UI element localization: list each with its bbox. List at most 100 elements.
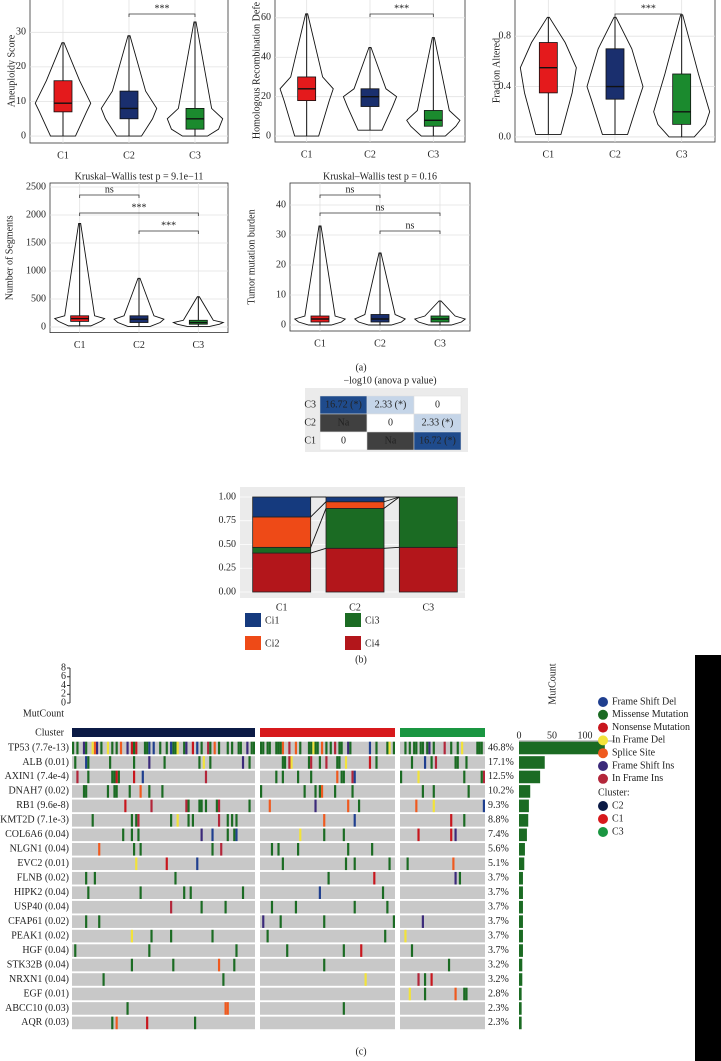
bar-segment [252, 546, 312, 554]
mutation-cell [217, 741, 221, 755]
mutation-cell [458, 871, 462, 885]
mutation-cell [217, 814, 221, 827]
mutation-cell [353, 770, 356, 784]
mutation-cell [290, 756, 293, 769]
mutation-cell [185, 741, 188, 755]
y-tick-label: 0.25 [219, 563, 237, 574]
percent-label: 5.6% [488, 844, 509, 855]
mutation-cell [386, 741, 389, 755]
gene-row [72, 958, 255, 972]
gene-row [400, 785, 485, 798]
percent-label: 3.7% [488, 887, 509, 898]
mutation-cell [371, 842, 374, 856]
mutation-cell [314, 799, 317, 813]
row-label: C1 [304, 435, 316, 446]
mutation-cell [139, 785, 142, 798]
flow-line [383, 546, 400, 549]
gene-row [260, 857, 395, 871]
bracket [128, 13, 196, 17]
mutation-cell [122, 828, 125, 842]
gene-row [400, 799, 485, 813]
mutation-cell [314, 785, 317, 798]
percent-label: 2.3% [488, 1003, 509, 1014]
mutation-cell [347, 741, 350, 755]
mutation-cell [480, 770, 483, 784]
cell-label: 0 [435, 399, 440, 410]
row-label: C3 [304, 399, 316, 410]
y-tick-label: 10 [16, 96, 26, 107]
mutation-cell [334, 785, 337, 798]
mutation-cell [85, 915, 88, 928]
mutation-cell [456, 741, 459, 755]
y-axis-label: Number of Segments [4, 215, 15, 300]
y-tick-label: 2 [61, 689, 66, 700]
panel-label: (c) [355, 1046, 366, 1057]
mutation-cell [404, 741, 407, 755]
mutation-cell [353, 814, 356, 827]
mutation-cell [294, 741, 298, 755]
count-bar [519, 900, 523, 914]
mutation-cell [281, 857, 284, 871]
row-label: C2 [304, 417, 316, 428]
gene-row [400, 814, 485, 827]
gene-label: AQR (0.03) [21, 1017, 69, 1028]
y-tick-label: 10 [276, 289, 286, 300]
mutation-cell [463, 814, 466, 827]
bracket [614, 13, 683, 17]
y-tick-label: 0.50 [219, 539, 237, 550]
percent-label: 17.1% [488, 757, 514, 768]
mutation-cell [428, 741, 431, 755]
box [360, 88, 380, 107]
mutation-cell [146, 741, 149, 755]
mutation-cell [109, 756, 112, 769]
gene-label: DNAH7 (0.02) [8, 786, 69, 797]
violin [100, 35, 158, 137]
mutation-cell [72, 741, 75, 755]
mutation-cell [174, 871, 177, 885]
count-bar [519, 987, 522, 1001]
chart-title: Kruskal–Wallis test p = 9.1e−11 [75, 171, 204, 182]
panel-label: (b) [355, 654, 367, 665]
mutation-cell [294, 900, 298, 914]
gene-row [72, 814, 255, 827]
bracket [319, 212, 441, 216]
mutation-cell [419, 741, 422, 755]
mutation-cell [323, 828, 326, 842]
mutation-cell [454, 756, 457, 769]
mutation-cell [233, 958, 236, 972]
mutation-cell [447, 958, 451, 972]
flow-line [383, 496, 400, 509]
mutation-cell [189, 886, 192, 899]
x-tick-label: C3 [676, 149, 688, 160]
mutation-cell [130, 741, 133, 755]
gene-row [260, 973, 395, 986]
gene-row [400, 857, 485, 871]
mutation-cell [482, 770, 485, 784]
gene-row [72, 1016, 255, 1030]
mutation-cell [239, 741, 242, 755]
bracket-label: ns [346, 184, 355, 195]
mutation-cell [191, 814, 194, 827]
mutation-cell [198, 756, 201, 769]
gene-row [400, 842, 485, 856]
mutation-cell [139, 842, 142, 856]
mutation-cell [98, 842, 101, 856]
box [605, 48, 625, 100]
mutation-cell [344, 857, 348, 871]
mutation-cell [454, 871, 457, 885]
gene-row [72, 857, 255, 871]
mutation-cell [200, 741, 203, 755]
mutation-cell [176, 741, 179, 755]
count-bar [519, 741, 605, 755]
mutation-cell [299, 741, 302, 755]
mutation-cell [172, 958, 175, 972]
mutation-cell [220, 842, 223, 856]
gene-row [260, 915, 395, 928]
violin [353, 252, 407, 326]
mutation-cell [224, 1002, 227, 1015]
gene-row [260, 929, 395, 943]
gene-row [400, 1016, 485, 1030]
mutation-cell [318, 886, 321, 899]
mutation-cell [268, 799, 271, 813]
y-tick-label: 0 [21, 130, 26, 141]
